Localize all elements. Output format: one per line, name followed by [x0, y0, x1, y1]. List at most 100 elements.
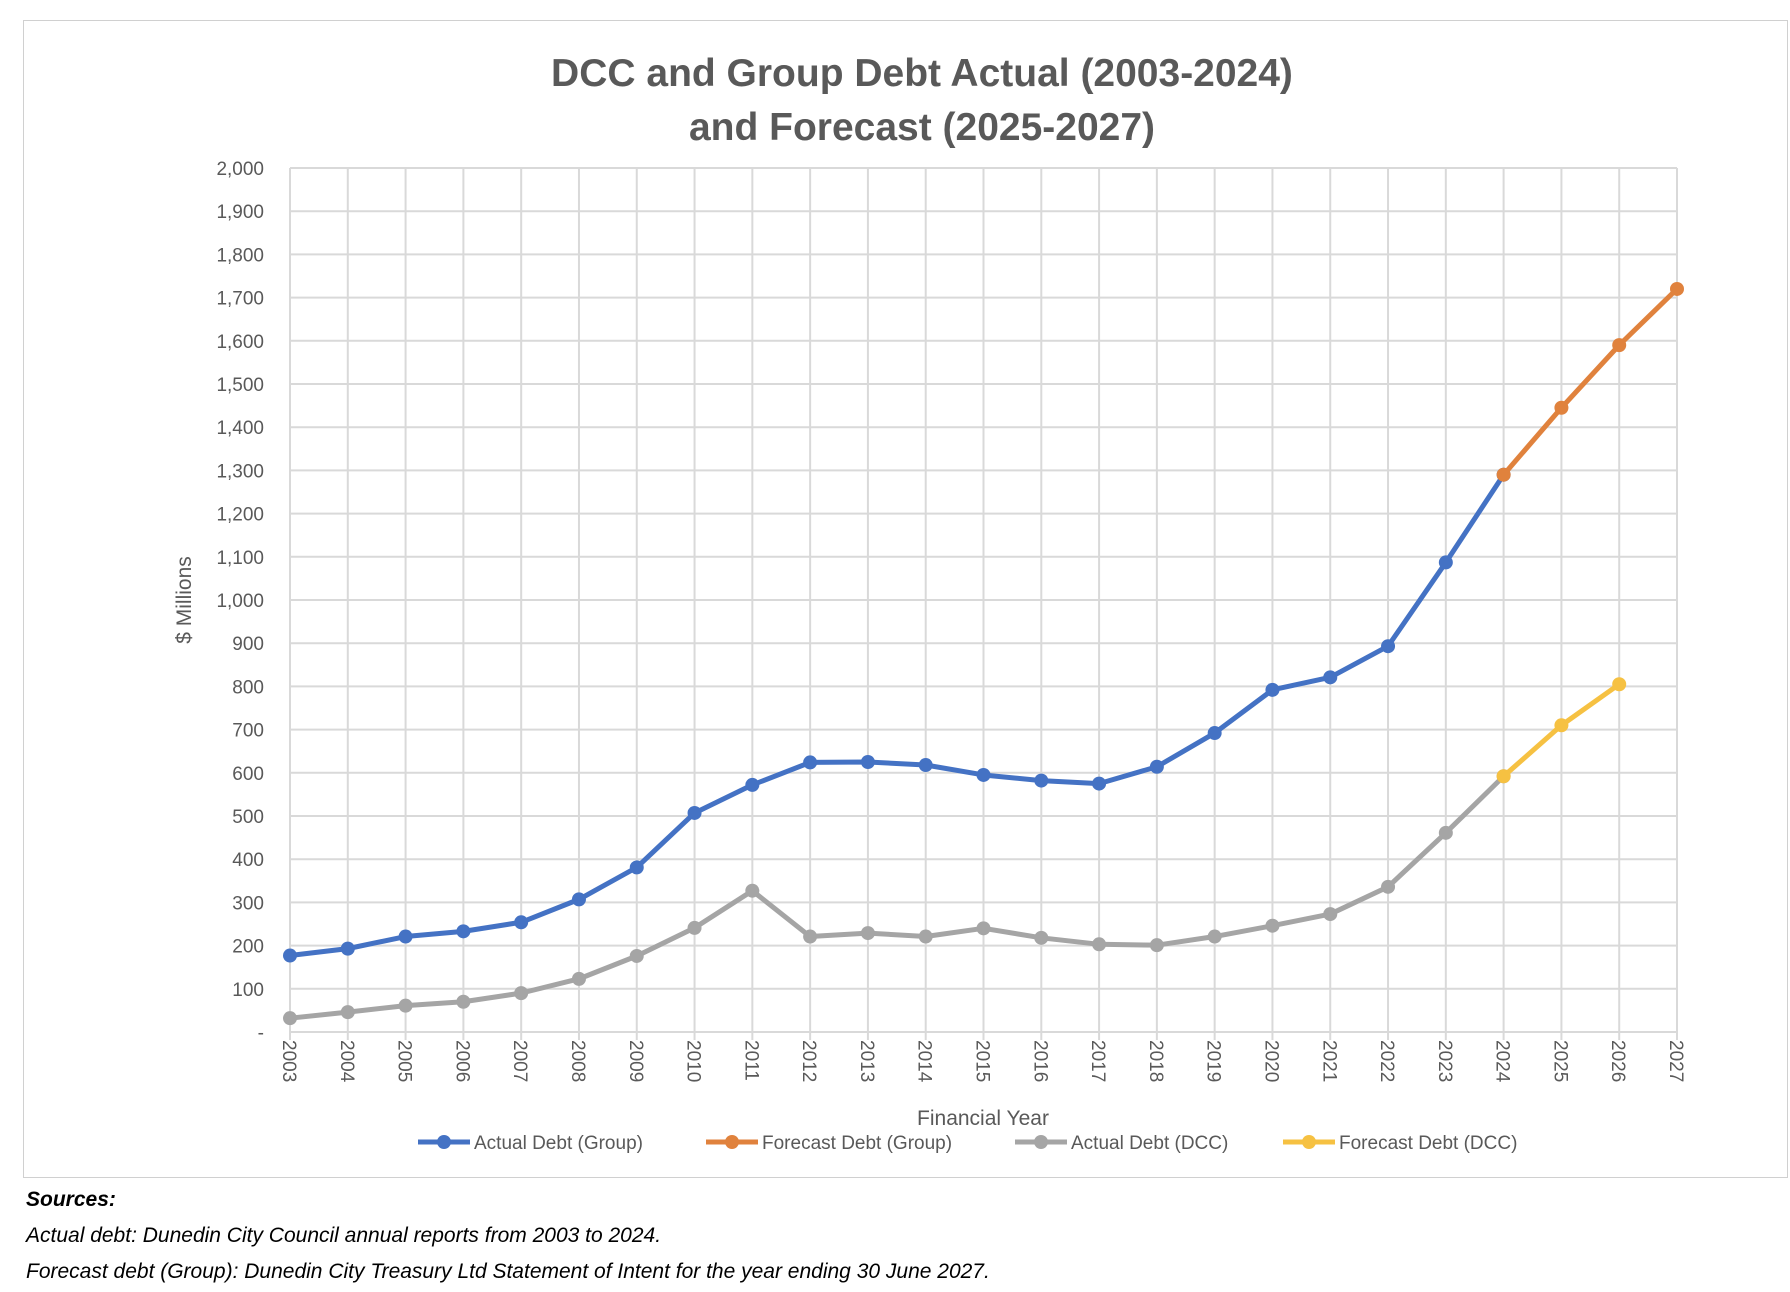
- y-tick-label: 1,800: [216, 245, 264, 266]
- data-point: [1612, 677, 1627, 692]
- data-point: [340, 1005, 355, 1020]
- data-point: [514, 915, 529, 930]
- data-point: [860, 926, 875, 941]
- x-tick-label: 2009: [625, 1040, 646, 1082]
- y-tick-label: 1,200: [216, 505, 264, 526]
- chart-frame: [23, 20, 1788, 1178]
- legend-label: Actual Debt (DCC): [1071, 1133, 1228, 1154]
- y-tick-label: 300: [232, 893, 264, 914]
- data-point: [283, 1011, 297, 1026]
- x-tick-label: 2019: [1203, 1040, 1224, 1082]
- x-tick-label: 2026: [1607, 1040, 1628, 1082]
- x-tick-label: 2014: [914, 1040, 935, 1083]
- data-point: [1496, 467, 1511, 482]
- x-tick-label: 2012: [798, 1040, 819, 1082]
- data-point: [1381, 639, 1396, 654]
- data-point: [976, 767, 991, 782]
- x-tick-label: 2008: [567, 1040, 588, 1082]
- y-tick-label: 1,300: [216, 461, 264, 482]
- y-tick-label: 1,100: [216, 548, 264, 569]
- y-tick-label: 800: [232, 677, 264, 698]
- data-point: [456, 994, 471, 1009]
- data-point: [803, 929, 818, 944]
- y-tick-label: 2,000: [216, 159, 264, 180]
- y-axis-label: $ Millions: [173, 556, 196, 644]
- chart-title-line-1: DCC and Group Debt Actual (2003-2024): [551, 52, 1293, 95]
- y-tick-label: 600: [232, 764, 264, 785]
- data-point: [1612, 338, 1627, 353]
- data-point: [1323, 907, 1338, 922]
- data-point: [283, 948, 297, 963]
- chart-title-line-2: and Forecast (2025-2027): [689, 106, 1155, 149]
- x-tick-label: 2023: [1434, 1040, 1455, 1082]
- x-tick-label: 2017: [1087, 1040, 1108, 1082]
- y-tick-label: 200: [232, 937, 264, 958]
- x-tick-label: 2006: [451, 1040, 472, 1082]
- legend-label: Forecast Debt (DCC): [1339, 1133, 1517, 1154]
- data-point: [918, 929, 933, 944]
- y-tick-label: 400: [232, 850, 264, 871]
- data-point: [1323, 670, 1338, 685]
- data-point: [687, 920, 702, 935]
- data-point: [745, 883, 760, 898]
- x-tick-label: 2021: [1318, 1040, 1339, 1082]
- x-tick-label: 2016: [1029, 1040, 1050, 1082]
- series-line: [1501, 287, 1679, 477]
- data-point: [803, 755, 818, 770]
- y-tick-label: 100: [232, 980, 264, 1001]
- data-point: [1554, 718, 1569, 733]
- source-line-forecast: Forecast debt (Group): Dunedin City Trea…: [26, 1260, 990, 1283]
- x-tick-label: 2022: [1376, 1040, 1397, 1082]
- series-line: [289, 473, 1506, 959]
- x-tick-label: 2004: [336, 1040, 357, 1083]
- data-point: [398, 998, 413, 1013]
- data-point: [514, 986, 529, 1001]
- data-point: [629, 860, 644, 875]
- data-point: [1554, 400, 1569, 415]
- y-tick-label: 700: [232, 721, 264, 742]
- x-tick-label: 2018: [1145, 1040, 1166, 1082]
- y-tick-label: -: [258, 1023, 264, 1044]
- legend-label: Actual Debt (Group): [474, 1133, 643, 1154]
- x-tick-label: 2027: [1665, 1040, 1686, 1082]
- data-point: [1670, 281, 1684, 296]
- data-point: [571, 892, 586, 907]
- data-point: [918, 758, 933, 773]
- x-tick-label: 2005: [394, 1040, 415, 1082]
- y-tick-label: 900: [232, 634, 264, 655]
- data-point: [745, 777, 760, 792]
- data-point: [1092, 776, 1107, 791]
- y-tick-label: 1,000: [216, 591, 264, 612]
- data-point: [1265, 918, 1280, 933]
- y-tick-label: 1,700: [216, 289, 264, 310]
- legend-label: Forecast Debt (Group): [762, 1133, 952, 1154]
- data-point: [1092, 937, 1107, 952]
- sources-heading: Sources:: [26, 1188, 116, 1211]
- series-line: [289, 774, 1506, 1021]
- x-axis-label: Financial Year: [917, 1107, 1049, 1130]
- legend-swatch-marker: [725, 1135, 739, 1149]
- data-point: [1265, 682, 1280, 697]
- y-tick-label: 1,900: [216, 202, 264, 223]
- x-tick-label: 2024: [1492, 1040, 1513, 1083]
- data-point: [976, 921, 991, 936]
- legend-swatch-marker: [1034, 1135, 1048, 1149]
- data-point: [571, 971, 586, 986]
- x-tick-label: 2025: [1549, 1040, 1570, 1082]
- data-point: [1438, 555, 1453, 570]
- data-point: [1207, 929, 1222, 944]
- data-point: [456, 924, 471, 939]
- data-point: [687, 805, 702, 820]
- data-point: [1496, 769, 1511, 784]
- data-point: [1034, 930, 1049, 945]
- data-point: [1438, 825, 1453, 840]
- data-point: [398, 929, 413, 944]
- x-tick-label: 2010: [683, 1040, 704, 1082]
- y-tick-label: 1,400: [216, 418, 264, 439]
- data-point: [340, 941, 355, 956]
- data-point: [1381, 879, 1396, 894]
- data-point: [1207, 726, 1222, 741]
- y-tick-label: 1,500: [216, 375, 264, 396]
- y-tick-label: 1,600: [216, 332, 264, 353]
